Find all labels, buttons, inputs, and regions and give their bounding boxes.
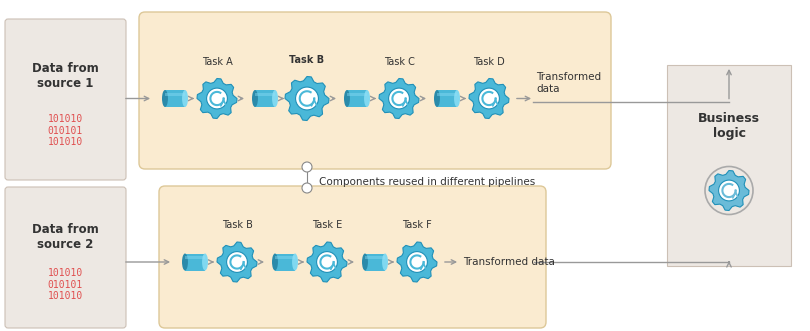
Circle shape xyxy=(296,87,318,110)
FancyBboxPatch shape xyxy=(347,93,367,96)
Text: Transformed
data: Transformed data xyxy=(536,72,601,93)
Text: 101010
010101
101010: 101010 010101 101010 xyxy=(48,268,83,301)
FancyBboxPatch shape xyxy=(667,65,791,266)
Circle shape xyxy=(317,252,338,272)
FancyBboxPatch shape xyxy=(275,254,295,270)
Polygon shape xyxy=(307,242,347,282)
Ellipse shape xyxy=(364,90,370,107)
Ellipse shape xyxy=(182,90,188,107)
Text: Task E: Task E xyxy=(312,220,342,230)
Text: Task D: Task D xyxy=(473,57,505,67)
Circle shape xyxy=(302,162,312,172)
Polygon shape xyxy=(197,78,237,118)
FancyBboxPatch shape xyxy=(437,93,457,96)
Text: Data from
source 2: Data from source 2 xyxy=(32,223,99,251)
Text: Data from
source 1: Data from source 1 xyxy=(32,62,99,90)
FancyBboxPatch shape xyxy=(159,186,546,328)
FancyBboxPatch shape xyxy=(5,19,126,180)
FancyBboxPatch shape xyxy=(185,256,205,260)
Circle shape xyxy=(207,88,228,109)
Ellipse shape xyxy=(182,254,188,270)
FancyBboxPatch shape xyxy=(139,12,611,169)
Ellipse shape xyxy=(454,90,460,107)
FancyBboxPatch shape xyxy=(275,256,295,260)
FancyBboxPatch shape xyxy=(5,187,126,328)
Ellipse shape xyxy=(272,254,278,270)
FancyBboxPatch shape xyxy=(437,90,457,107)
Circle shape xyxy=(227,252,247,272)
Text: 101010
010101
101010: 101010 010101 101010 xyxy=(48,114,83,147)
Ellipse shape xyxy=(292,254,298,270)
Polygon shape xyxy=(217,242,257,282)
Circle shape xyxy=(718,180,740,201)
Ellipse shape xyxy=(202,254,208,270)
Text: Business
logic: Business logic xyxy=(698,112,760,139)
FancyBboxPatch shape xyxy=(165,93,185,96)
Ellipse shape xyxy=(382,254,388,270)
Ellipse shape xyxy=(434,90,440,107)
FancyBboxPatch shape xyxy=(255,90,275,107)
Polygon shape xyxy=(397,242,437,282)
Text: Task C: Task C xyxy=(384,57,415,67)
FancyBboxPatch shape xyxy=(365,254,385,270)
Polygon shape xyxy=(469,78,509,118)
Text: Transformed data: Transformed data xyxy=(463,257,555,267)
FancyBboxPatch shape xyxy=(255,93,275,96)
Polygon shape xyxy=(285,76,329,120)
Text: Components reused in different pipelines: Components reused in different pipelines xyxy=(319,176,535,186)
Ellipse shape xyxy=(252,90,258,107)
Circle shape xyxy=(479,88,500,109)
Ellipse shape xyxy=(344,90,350,107)
FancyBboxPatch shape xyxy=(365,256,385,260)
Ellipse shape xyxy=(272,90,278,107)
Polygon shape xyxy=(379,78,419,118)
Circle shape xyxy=(389,88,409,109)
Text: Task A: Task A xyxy=(202,57,232,67)
Text: Task B: Task B xyxy=(289,55,325,65)
FancyBboxPatch shape xyxy=(185,254,205,270)
Ellipse shape xyxy=(362,254,368,270)
Ellipse shape xyxy=(162,90,168,107)
Polygon shape xyxy=(709,170,749,211)
FancyBboxPatch shape xyxy=(165,90,185,107)
Text: Task B: Task B xyxy=(222,220,253,230)
Text: Task F: Task F xyxy=(402,220,432,230)
Circle shape xyxy=(407,252,428,272)
Circle shape xyxy=(302,183,312,193)
FancyBboxPatch shape xyxy=(347,90,367,107)
